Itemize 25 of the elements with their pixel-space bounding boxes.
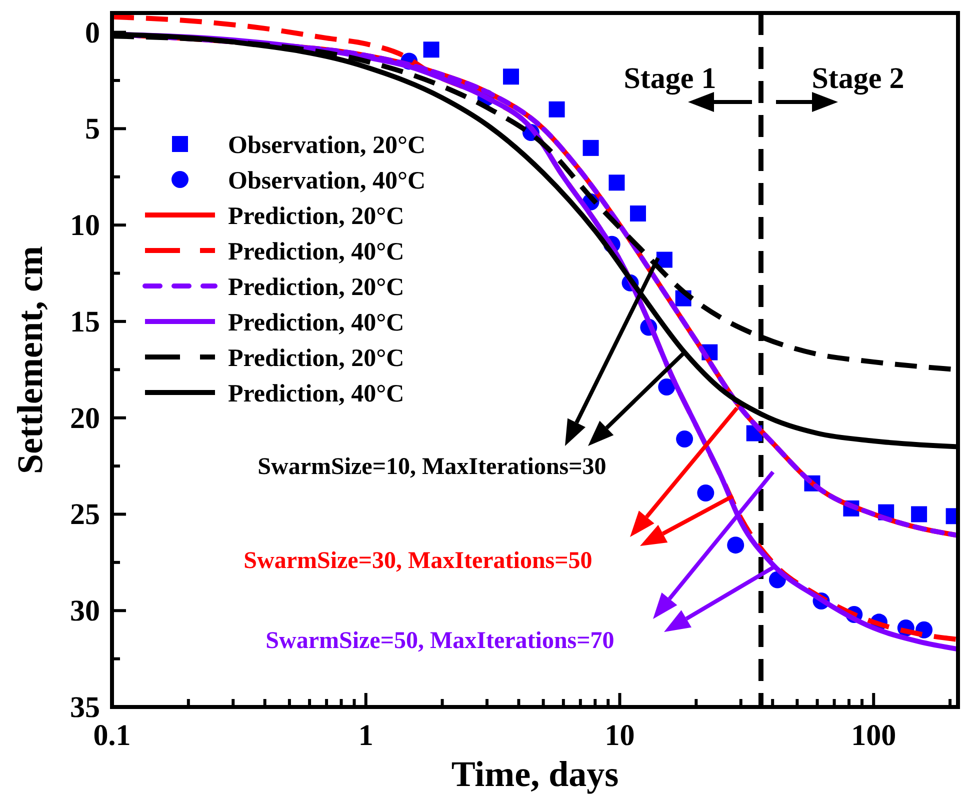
legend-label: Prediction, 20°C bbox=[228, 274, 404, 301]
x-axis-title: Time, days bbox=[451, 754, 619, 794]
legend-label: Prediction, 40°C bbox=[228, 380, 404, 408]
y-tick-label: 15 bbox=[70, 305, 100, 338]
y-axis-title: Settlement, cm bbox=[10, 246, 50, 474]
legend-label: Prediction, 20°C bbox=[228, 345, 404, 372]
y-tick-label: 30 bbox=[70, 594, 100, 628]
annotation: Stage 2 bbox=[812, 62, 904, 95]
y-tick-label: 10 bbox=[70, 209, 100, 242]
legend-label: Observation, 40°C bbox=[228, 168, 426, 194]
y-tick-label: 0 bbox=[85, 16, 100, 50]
annotation: SwarmSize=50, MaxIterations=70 bbox=[266, 628, 614, 654]
legend-label: Observation, 20°C bbox=[228, 132, 426, 159]
legend-label: Prediction, 20°C bbox=[228, 203, 404, 230]
annotation: SwarmSize=10, MaxIterations=30 bbox=[258, 454, 606, 480]
y-tick-label: 25 bbox=[70, 498, 100, 532]
x-tick-label: 1 bbox=[358, 719, 374, 752]
y-tick-label: 20 bbox=[70, 402, 100, 435]
x-tick-label: 100 bbox=[851, 719, 896, 752]
y-tick-label: 5 bbox=[85, 112, 100, 146]
legend-label: Prediction, 40°C bbox=[228, 238, 404, 266]
annotation: SwarmSize=30, MaxIterations=50 bbox=[244, 548, 592, 574]
annotation: Stage 1 bbox=[624, 62, 716, 95]
x-tick-label: 10 bbox=[604, 719, 635, 752]
legend-label: Prediction, 40°C bbox=[228, 310, 404, 336]
